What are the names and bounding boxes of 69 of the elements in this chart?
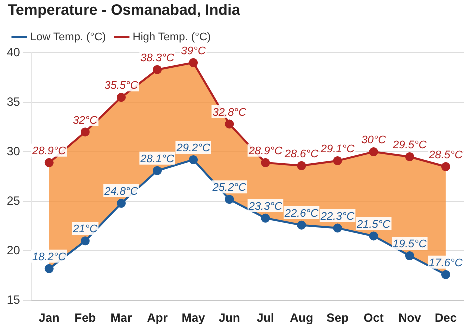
y-tick-label: 15 bbox=[6, 292, 21, 307]
point bbox=[297, 161, 306, 170]
data-label: 39°C bbox=[181, 45, 206, 58]
y-tick-label: 25 bbox=[6, 194, 21, 208]
point bbox=[369, 148, 378, 157]
x-tick-label: Aug bbox=[290, 311, 314, 326]
point bbox=[441, 270, 450, 280]
data-label: 28.6°C bbox=[284, 148, 319, 160]
point bbox=[153, 166, 162, 176]
legend-label: High Temp. (°C) bbox=[132, 32, 212, 44]
data-label: 29.2°C bbox=[176, 142, 211, 155]
data-label: 25.2°C bbox=[212, 182, 247, 194]
point bbox=[44, 264, 54, 274]
point bbox=[405, 152, 414, 162]
point bbox=[44, 158, 54, 168]
y-tick-label: 30 bbox=[6, 144, 21, 158]
point bbox=[369, 232, 378, 241]
data-label: 28.5°C bbox=[428, 149, 463, 162]
data-label: 28.1°C bbox=[140, 153, 174, 166]
data-label: 19.5°C bbox=[393, 238, 427, 251]
data-label: 30°C bbox=[362, 134, 386, 147]
data-label: 32°C bbox=[73, 114, 98, 127]
data-label: 21.5°C bbox=[356, 218, 391, 231]
x-tick-label: Jan bbox=[39, 311, 60, 326]
data-label: 28.9°C bbox=[31, 145, 66, 158]
data-label: 18.2°C bbox=[32, 251, 66, 264]
point bbox=[116, 93, 126, 102]
data-label: 29.1°C bbox=[320, 144, 355, 156]
y-tick-label: 40 bbox=[6, 45, 21, 60]
point bbox=[441, 162, 450, 172]
x-tick-label: Dec bbox=[434, 311, 458, 326]
data-label: 38.3°C bbox=[140, 52, 174, 64]
data-label: 35.5°C bbox=[104, 80, 138, 92]
x-tick-label: Apr bbox=[147, 311, 168, 326]
data-label: 24.8°C bbox=[104, 186, 138, 198]
y-tick-label: 20 bbox=[6, 243, 21, 258]
x-tick-label: Nov bbox=[398, 311, 422, 326]
point bbox=[80, 236, 90, 246]
y-tick-label: 35 bbox=[6, 94, 21, 109]
point bbox=[80, 128, 90, 137]
point bbox=[261, 214, 270, 223]
point bbox=[189, 155, 198, 164]
x-tick-label: Jul bbox=[257, 311, 274, 326]
data-label: 17.6°C bbox=[429, 257, 463, 270]
point bbox=[297, 220, 306, 230]
point bbox=[225, 195, 234, 204]
point bbox=[333, 224, 342, 233]
data-label: 22.6°C bbox=[284, 208, 319, 220]
point bbox=[116, 199, 126, 208]
legend-label: Low Temp. (°C) bbox=[30, 32, 106, 44]
x-tick-label: Sep bbox=[326, 311, 349, 326]
data-label: 28.9°C bbox=[248, 145, 283, 158]
point bbox=[189, 58, 198, 68]
point bbox=[261, 158, 270, 168]
data-label: 32.8°C bbox=[212, 106, 247, 119]
data-label: 29.5°C bbox=[392, 140, 427, 152]
chart-title: Temperature - Osmanabad, India bbox=[8, 2, 240, 19]
data-label: 22.3°C bbox=[320, 210, 355, 223]
data-label: 23.3°C bbox=[248, 200, 283, 213]
point bbox=[333, 156, 342, 166]
point bbox=[153, 65, 162, 74]
x-tick-label: Mar bbox=[110, 311, 132, 326]
point bbox=[225, 120, 234, 129]
data-label: 21°C bbox=[72, 224, 98, 236]
x-tick-label: Feb bbox=[74, 311, 96, 326]
x-tick-label: Oct bbox=[364, 311, 384, 326]
point bbox=[405, 252, 414, 261]
x-tick-label: May bbox=[182, 311, 206, 326]
x-tick-label: Jun bbox=[218, 311, 240, 326]
